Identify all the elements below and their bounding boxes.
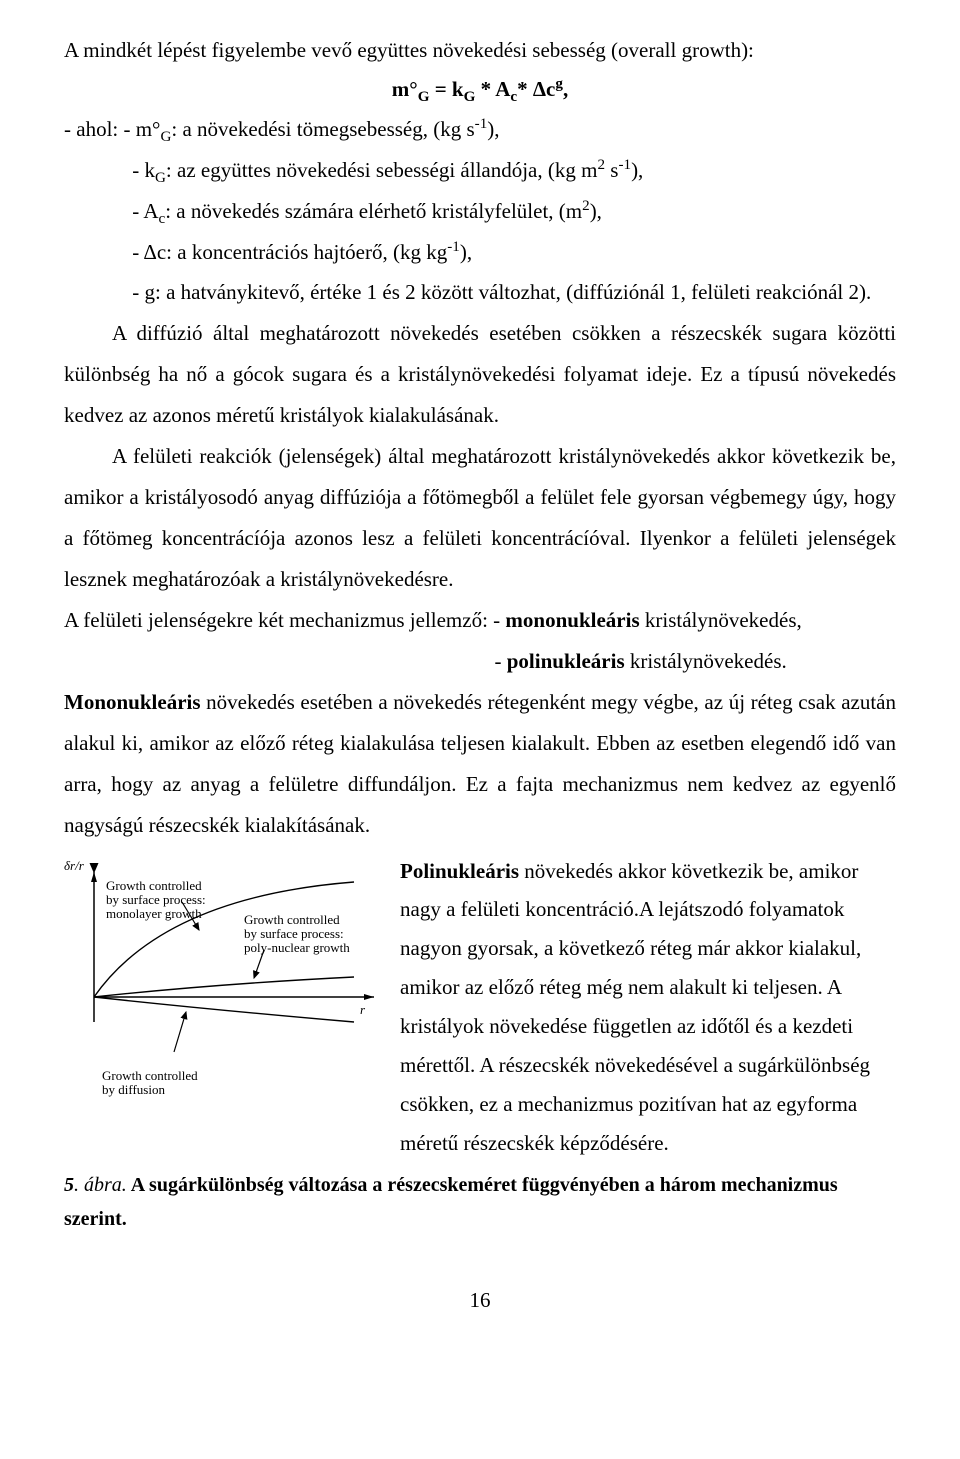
figure-side-text: Polinukleáris növekedés akkor következik… <box>400 852 896 1163</box>
eq-csup: g <box>555 76 563 92</box>
def-kG-sup2: -1 <box>618 157 631 173</box>
def-kG-a: - k <box>132 158 155 182</box>
fig-label-diff-1: by diffusion <box>102 1082 165 1097</box>
y-axis-label: δr/r <box>64 858 85 873</box>
figure-diagram: δr/r r Growth controlled by surface proc… <box>64 852 386 1146</box>
def-dc-sup: -1 <box>447 239 460 255</box>
mono-bold: Mononukleáris <box>64 690 201 714</box>
def-dc-pad <box>64 240 132 264</box>
mech-a-tail: kristálynövekedés, <box>640 608 802 632</box>
mech-b-bold: polinukleáris <box>507 649 625 673</box>
def-Ac: - Ac: a növekedés számára elérhető krist… <box>64 191 896 232</box>
def-mG-c: ), <box>487 117 499 141</box>
def-mG-sup: -1 <box>475 116 488 132</box>
mech-line-a: A felületi jelenségekre két mechanizmus … <box>64 600 896 641</box>
def-kG-sup1: 2 <box>597 157 605 173</box>
caption-num: 5 <box>64 1174 74 1196</box>
def-mG-b: : a növekedési tömegsebesség, (kg s <box>171 117 474 141</box>
eq-tail: , <box>563 77 568 101</box>
page-number: 16 <box>64 1280 896 1321</box>
def-kG-b: : az együttes növekedési sebességi állan… <box>166 158 598 182</box>
eq-c: * Δc <box>517 77 555 101</box>
caption-label: . ábra. <box>74 1174 127 1196</box>
para-mono: Mononukleáris növekedés esetében a növek… <box>64 682 896 846</box>
def-mG: - ahol: - m°G: a növekedési tömegsebessé… <box>64 109 896 150</box>
fig-label-poly-0: Growth controlled <box>244 912 340 927</box>
fig-label-poly-2: poly-nuclear growth <box>244 940 350 955</box>
fig-label-mono-0: Growth controlled <box>106 878 202 893</box>
def-Ac-b: : a növekedés számára elérhető kristályf… <box>165 199 582 223</box>
para-surface: A felületi reakciók (jelenségek) által m… <box>64 436 896 600</box>
fig-label-mono-2: monolayer growth <box>106 906 202 921</box>
poly-text: növekedés akkor következik be, amikor na… <box>400 859 870 1155</box>
eq-eq: = k <box>429 77 463 101</box>
equation: m°G = kG * Ac* Δcg, <box>64 71 896 109</box>
def-kG-pad <box>64 158 132 182</box>
poly-bold: Polinukleáris <box>400 859 519 883</box>
mech-b-pad: - <box>64 649 507 673</box>
mech-a: A felületi jelenségekre két mechanizmus … <box>64 608 505 632</box>
def-dc: - Δc: a koncentrációs hajtóerő, (kg kg-1… <box>64 232 896 273</box>
def-g-pad <box>64 280 132 304</box>
eq-lhs-sub: G <box>418 89 430 105</box>
eq-a: * A <box>475 77 510 101</box>
caption-text: A sugárkülönbség változása a részecskemé… <box>64 1174 838 1230</box>
def-Ac-pad <box>64 199 132 223</box>
fig-label-poly-1: by surface process: <box>244 926 344 941</box>
def-Ac-a: - A <box>132 199 158 223</box>
eq-lhs-base: m° <box>392 77 418 101</box>
fig-label-diff-0: Growth controlled <box>102 1068 198 1083</box>
def-kG-c: s <box>605 158 618 182</box>
def-dc-a: - Δc: a koncentrációs hajtóerő, (kg kg <box>132 240 447 264</box>
def-kG-sub: G <box>155 170 166 186</box>
def-mG-a: - m° <box>123 117 160 141</box>
def-kG: - kG: az együttes növekedési sebességi á… <box>64 150 896 191</box>
figure-row: δr/r r Growth controlled by surface proc… <box>64 852 896 1163</box>
def-prefix: - ahol: <box>64 117 123 141</box>
def-g: - g: a hatványkitevő, értéke 1 és 2 közö… <box>64 272 896 313</box>
figure-caption: 5. ábra. A sugárkülönbség változása a ré… <box>64 1168 896 1236</box>
mech-line-b: - polinukleáris kristálynövekedés. <box>64 641 896 682</box>
para-poly: Polinukleáris növekedés akkor következik… <box>400 852 896 1163</box>
eq-ksub: G <box>464 89 476 105</box>
def-dc-b: ), <box>460 240 472 264</box>
def-Ac-c: ), <box>590 199 602 223</box>
def-kG-d: ), <box>631 158 643 182</box>
intro-para: A mindkét lépést figyelembe vevő együtte… <box>64 30 896 71</box>
def-g-text: - g: a hatványkitevő, értéke 1 és 2 közö… <box>132 280 871 304</box>
x-axis-label: r <box>360 1002 366 1017</box>
def-mG-sub: G <box>160 129 171 145</box>
def-Ac-sup: 2 <box>582 198 590 214</box>
mech-a-bold: mononukleáris <box>505 608 639 632</box>
mech-b-tail: kristálynövekedés. <box>625 649 787 673</box>
para-diffusion: A diffúzió által meghatározott növekedés… <box>64 313 896 436</box>
fig-label-mono-1: by surface process: <box>106 892 206 907</box>
